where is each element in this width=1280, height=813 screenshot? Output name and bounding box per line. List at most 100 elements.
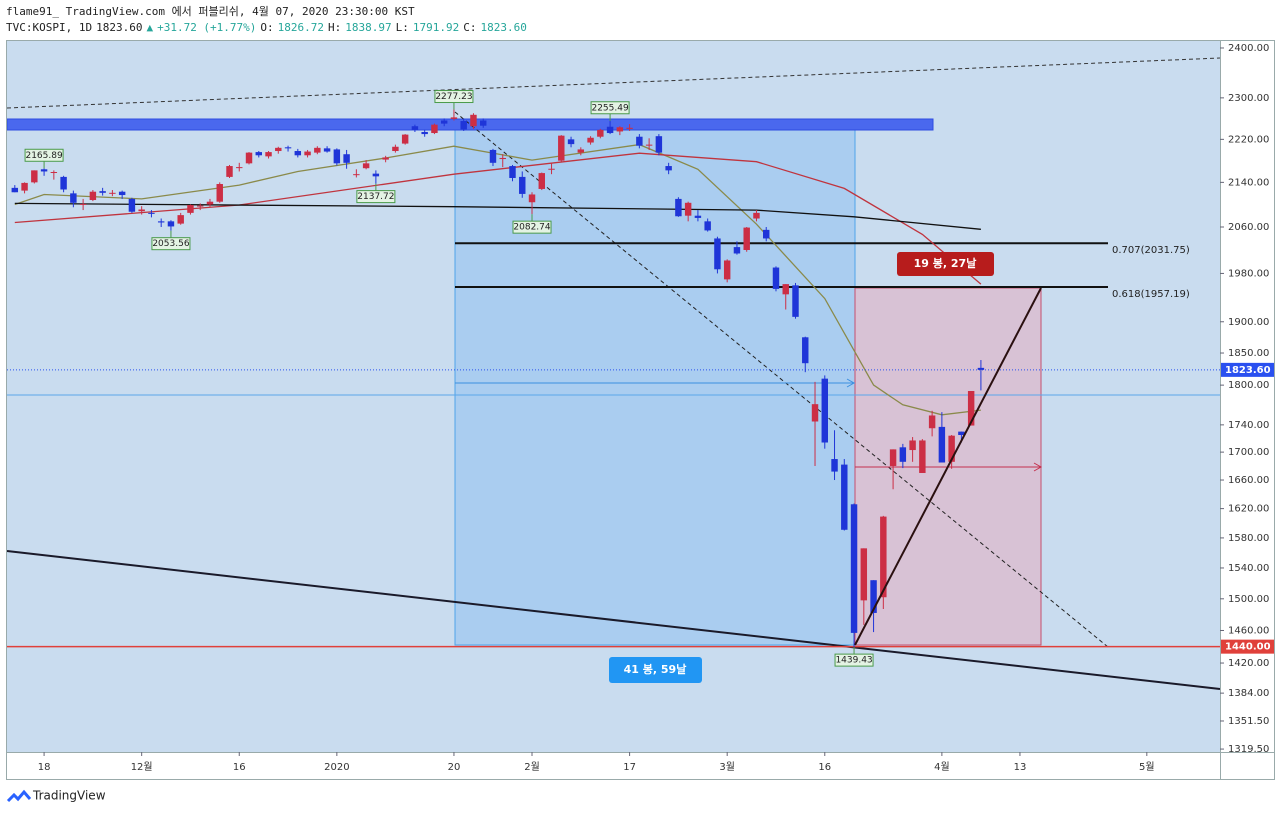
candle-body [226, 166, 233, 177]
annotation-bg [24, 148, 64, 162]
candle-body [938, 426, 946, 463]
candle-body [236, 167, 243, 169]
candle-body [294, 151, 302, 156]
candle-body [245, 152, 253, 164]
annotation-label: 2137.72 [357, 192, 394, 202]
x-tick-label: 16 [818, 762, 831, 773]
legend-line: TVC:KOSPI, 1D 1823.60 ▲ +31.72 (+1.77%) O: 18… [6, 20, 531, 36]
candle-body [79, 203, 87, 205]
annotation-label: 2082.74 [513, 223, 550, 233]
candle-body [333, 149, 341, 164]
candle-body [753, 212, 760, 219]
y-tick-label: 2060.00 [1228, 222, 1269, 233]
candle-body [216, 184, 223, 202]
legend-item: C: [463, 21, 477, 34]
candle-body [499, 157, 506, 160]
candle-body [889, 449, 897, 466]
candle-body [665, 166, 672, 171]
legend-item: O: [260, 21, 274, 34]
candle-body [187, 205, 194, 213]
candle-body [440, 120, 448, 124]
legend-item: L: [395, 21, 409, 34]
header-title: flame91_ TradingView.com 에서 퍼블리쉬, 4월 07,… [6, 5, 415, 18]
moving-average [14, 152, 982, 285]
candle-body [850, 504, 858, 633]
legend-item: 1823.60 [480, 21, 527, 34]
annotation-label: 2255.49 [591, 103, 628, 113]
fib-label: 0.707(2031.75) [1112, 245, 1190, 256]
y-tick-label: 1900.00 [1228, 317, 1269, 328]
candle-body [11, 187, 19, 193]
candle-body [138, 209, 145, 212]
candle-body [109, 192, 116, 194]
candle-body [157, 221, 165, 223]
candle-body [167, 221, 175, 227]
annotation-bg [834, 653, 874, 667]
y-tick-label: 1384.00 [1228, 688, 1269, 699]
y-tick-label: 2140.00 [1228, 177, 1269, 188]
candle-body [714, 238, 721, 270]
candle-body [919, 440, 926, 473]
y-axis-area [1220, 40, 1280, 780]
x-tick-label: 13 [1014, 762, 1027, 773]
x-tick-label: 3월 [719, 761, 735, 773]
candle-body [284, 147, 292, 149]
candle-body [118, 191, 126, 196]
candle-body [694, 215, 702, 218]
candle-body [792, 285, 799, 317]
y-tick-label: 1351.50 [1228, 716, 1269, 727]
logo [6, 789, 32, 803]
y-tick-label: 1800.00 [1228, 380, 1269, 391]
y-tick-label: 2220.00 [1228, 134, 1269, 145]
arrow-head [1033, 462, 1043, 472]
candle-body [743, 227, 750, 250]
annotation-label: 1439.43 [835, 656, 872, 666]
candle-body [314, 147, 321, 153]
measure-label: 19 봉, 27날 [914, 256, 977, 270]
candle-body [733, 247, 741, 254]
candle-body [431, 124, 438, 134]
y-tick-label: 1540.00 [1228, 563, 1269, 574]
dashed-trend [6, 57, 1221, 109]
candle-body [40, 169, 48, 172]
candle-body [489, 149, 497, 163]
annotation-bg [151, 237, 191, 251]
candle-body [880, 516, 887, 598]
y-tick-label: 1740.00 [1228, 420, 1269, 431]
legend-item: ▲ [146, 21, 154, 34]
legend-item: TVC:KOSPI, 1D [6, 21, 93, 34]
candle-body [626, 127, 633, 129]
candle-body [597, 129, 604, 137]
resistance-band [6, 118, 934, 131]
candle-body [392, 146, 399, 152]
candle-body [304, 151, 311, 156]
x-tick-label: 20 [448, 762, 461, 773]
candle-body [811, 404, 819, 422]
measure-label: 41 봉, 59날 [624, 662, 687, 676]
annotation-label: 2053.56 [152, 239, 189, 249]
candle-body [860, 548, 868, 601]
trend-line [854, 287, 1042, 646]
fib-label: 0.618(1957.19) [1112, 289, 1190, 300]
x-tick-label: 2월 [524, 761, 540, 773]
candle-body [655, 136, 663, 153]
candle-body [31, 170, 38, 183]
candle-body [177, 215, 184, 224]
legend-item: +31.72 (+1.77%) [157, 21, 257, 34]
candle-body [821, 378, 828, 443]
marks: 0.707(2031.75) 0.618(1957.19) 2165.89 2053.… [7, 90, 1220, 667]
candle-body [948, 435, 955, 462]
annotation-bg [434, 90, 474, 104]
candle-body [343, 154, 350, 163]
candle-body [587, 137, 594, 143]
candle-body [763, 229, 770, 239]
candle-body [704, 221, 711, 231]
axes: 2400.00 2300.00 2220.00 2140.00 2060.00 1980.… [38, 43, 1274, 773]
x-axis-area [0, 752, 1280, 813]
candle-body [480, 120, 487, 126]
candle-body [567, 139, 575, 145]
candle-body [782, 284, 789, 295]
annotation-bg [512, 220, 552, 234]
